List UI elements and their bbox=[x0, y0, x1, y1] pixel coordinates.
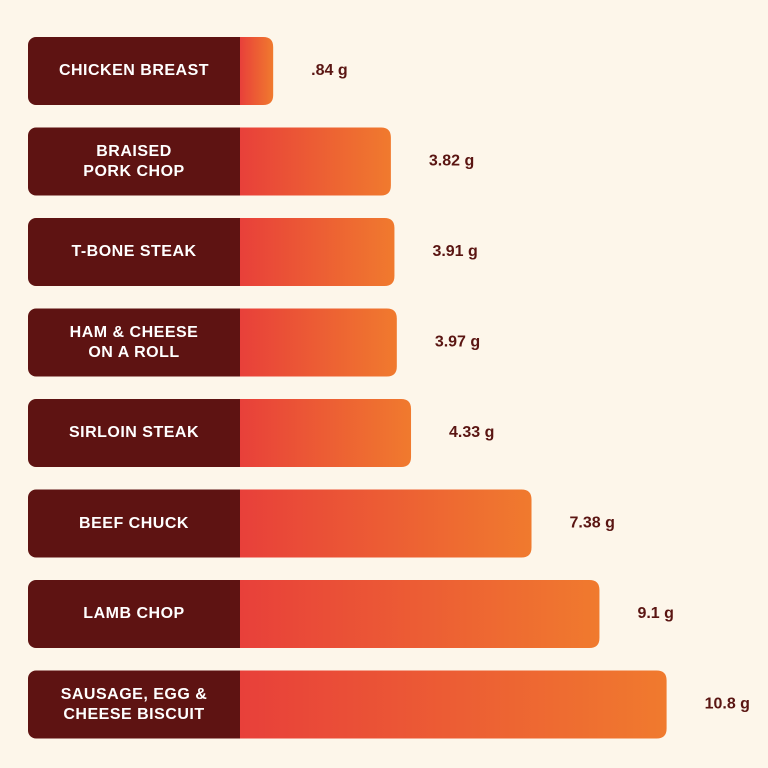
value-label: .84 g bbox=[311, 62, 347, 79]
label-box bbox=[28, 489, 248, 558]
label-box-edge bbox=[200, 37, 240, 105]
label-box bbox=[28, 580, 248, 648]
label-box bbox=[28, 37, 248, 105]
bar bbox=[240, 37, 274, 105]
label-box-edge bbox=[200, 218, 240, 286]
bar bbox=[240, 218, 395, 286]
value-label: 4.33 g bbox=[449, 424, 494, 441]
label-box bbox=[28, 399, 248, 467]
value-label: 3.97 g bbox=[435, 334, 480, 351]
category-label: CHICKEN BREAST bbox=[58, 62, 210, 79]
label-box-edge bbox=[200, 399, 240, 467]
label-box-edge bbox=[200, 489, 240, 558]
value-label: 3.82 g bbox=[429, 153, 474, 170]
category-label: SAUSAGE, EGG & CHEESE BISCUIT bbox=[60, 685, 208, 723]
label-box-edge bbox=[200, 308, 240, 377]
label-box bbox=[28, 127, 248, 196]
category-label: T-BONE STEAK bbox=[71, 243, 197, 260]
value-label: 10.8 g bbox=[705, 696, 750, 713]
label-box-edge bbox=[200, 670, 240, 739]
bar bbox=[240, 308, 397, 377]
category-label: HAM & CHEESE ON A ROLL bbox=[69, 323, 199, 361]
label-box bbox=[28, 670, 248, 739]
bar bbox=[240, 489, 532, 558]
value-label: 3.91 g bbox=[432, 243, 477, 260]
bar bbox=[240, 580, 600, 648]
bar bbox=[240, 670, 667, 739]
value-label: 9.1 g bbox=[637, 605, 673, 622]
label-box-edge bbox=[200, 127, 240, 196]
bar bbox=[240, 127, 391, 196]
bar bbox=[240, 399, 412, 467]
category-label: LAMB CHOP bbox=[83, 605, 185, 622]
value-label: 7.38 g bbox=[570, 515, 615, 532]
category-label: BRAISED PORK CHOP bbox=[83, 142, 185, 180]
category-label: SIRLOIN STEAK bbox=[68, 424, 200, 441]
category-label: BEEF CHUCK bbox=[79, 514, 189, 532]
label-box-edge bbox=[200, 580, 240, 648]
label-box bbox=[28, 218, 248, 286]
label-box bbox=[28, 308, 248, 377]
